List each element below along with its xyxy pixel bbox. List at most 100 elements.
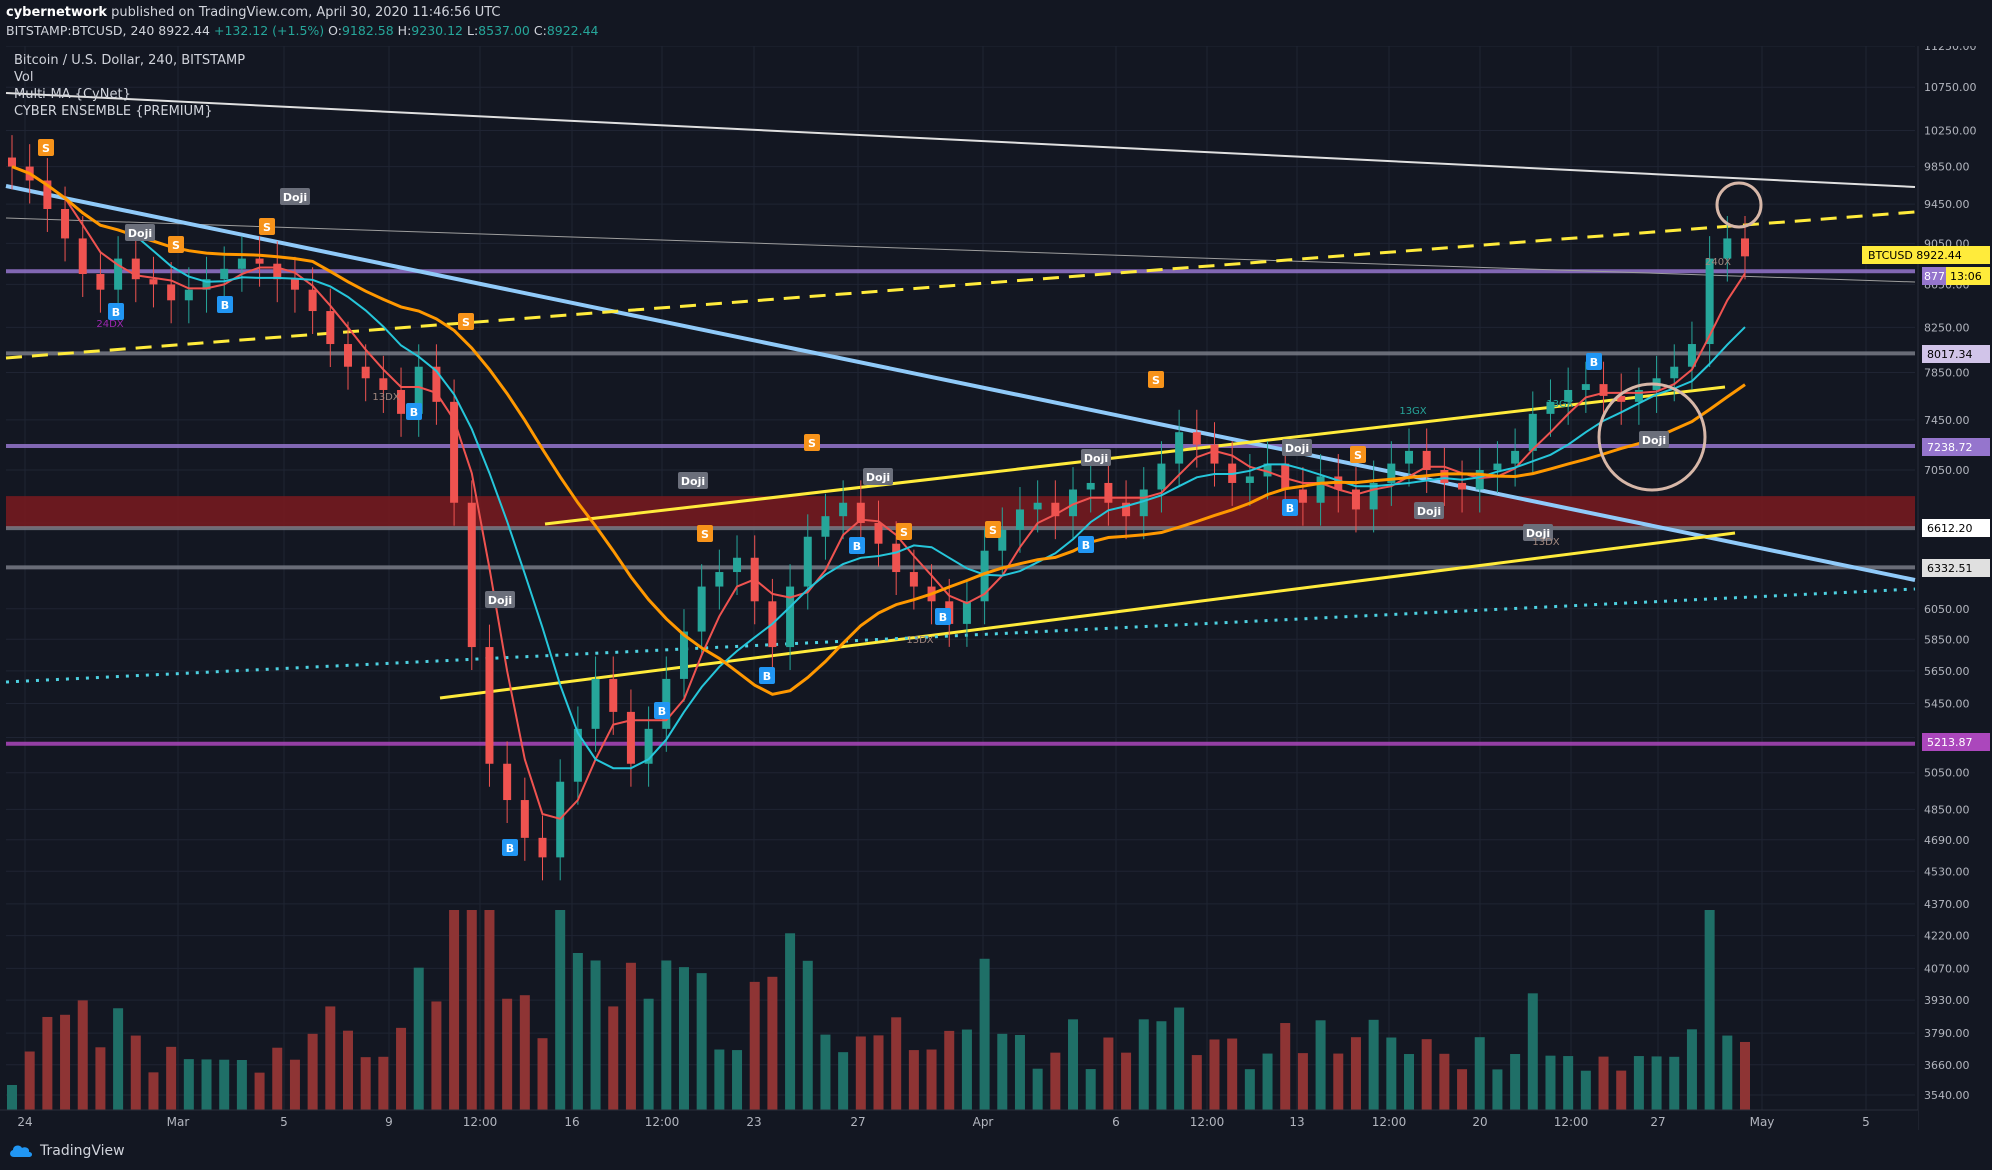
volume-bar [307,1033,318,1110]
publish-info: published on TradingView.com, April 30, … [111,5,501,20]
signal-text: S [701,528,709,541]
legend-series[interactable]: Bitcoin / U.S. Dollar, 240, BITSTAMP [14,53,246,68]
level-price-label: 6332.51 [1922,559,1990,577]
volume-bar [1580,1070,1591,1110]
level-price-box [1922,345,1990,363]
volume-bar [1280,1023,1291,1110]
signal-text: Doji [1642,434,1666,447]
legend-multi-ma[interactable]: Multi-MA {CyNet} [14,87,131,102]
time-tick-label: 12:00 [1554,1115,1589,1129]
legend-vol[interactable]: Vol [14,70,34,85]
volume-bar [1121,1052,1132,1110]
annotation-text: 13DX [906,635,933,646]
volume-bar [183,1059,194,1110]
upper-channel-line [544,385,1726,526]
buy-signal: B [759,667,775,684]
current-price-label: BTCUSD 8922.44 [1862,246,1990,264]
candle-body [1210,444,1219,464]
volume-bar [1068,1019,1079,1110]
candle-body [149,279,158,285]
signal-text: Doji [681,475,705,488]
candle-body [1405,450,1414,464]
signal-box [1414,502,1444,519]
sell-signal: S [985,521,1001,538]
current-price-text: BTCUSD 8922.44 [1868,249,1962,262]
doji-signal: Doji [863,468,893,485]
candle-body [1564,389,1573,402]
countdown-box [1946,267,1990,285]
price-tick-label: 5850.00 [1924,633,1970,646]
candle-body [1617,395,1626,402]
volume-bar [855,1036,866,1110]
candle-body [1440,469,1449,483]
volume-bar [1368,1019,1379,1110]
doji-signal: Doji [1414,502,1444,519]
volume-bar [661,960,672,1110]
volume-bar [360,1057,371,1110]
candle-body [1033,502,1042,510]
signal-text: Doji [1417,505,1441,518]
brand-name: TradingView [40,1143,125,1159]
secondary-resistance-line [5,217,1916,283]
volume-bar [219,1059,230,1110]
tradingview-logo[interactable]: TradingView [8,1143,125,1159]
signal-box [125,224,155,241]
candle-body [450,401,459,503]
volume-bar [1598,1056,1609,1110]
volume-bar [1545,1055,1556,1110]
time-axis-background [0,1110,1918,1132]
volume-bar [113,1008,124,1110]
signal-box [1639,431,1669,448]
signal-box [1282,439,1312,456]
signal-box [1081,449,1111,466]
candle-body [8,157,16,167]
signal-box [1350,446,1366,463]
time-tick-label: 6 [1112,1115,1120,1129]
signal-box [259,218,275,235]
annotation-text: 13GX [1546,399,1573,410]
signal-text: B [658,705,666,718]
candle-body [538,837,547,858]
legend-ensemble[interactable]: CYBER ENSEMBLE {PREMIUM} [14,104,213,119]
volume-bar [1722,1035,1733,1110]
volume-bar [1085,1069,1096,1110]
volume-bar [1686,1029,1697,1110]
price-tick-label: 3660.00 [1924,1059,1970,1072]
price-tick-label: 3790.00 [1924,1027,1970,1040]
signal-box [804,434,820,451]
buy-signal: B [406,403,422,420]
doji-signal: Doji [1282,439,1312,456]
volume-bar [961,1029,972,1110]
candle-body [786,586,795,648]
candle-body [202,279,211,290]
candle-body [1316,476,1325,503]
candle-body [1245,476,1254,483]
dashed-channel-line [5,210,1916,360]
signal-box [896,523,912,540]
high-label: H: [397,23,412,38]
volume-bar [1616,1070,1627,1110]
volume-bar [95,1047,106,1110]
low-value: 8537.00 [478,23,530,38]
volume-bar [254,1072,265,1110]
signal-text: S [900,526,908,539]
resistance-zone [6,496,1915,529]
candle-body [715,572,724,587]
signal-text: B [506,842,514,855]
volume-bar [342,1030,353,1110]
volume-bar [838,1052,849,1110]
price-tick-label: 4850.00 [1924,803,1970,816]
volume-bar [767,976,778,1110]
candle-body [1581,384,1590,390]
author-name[interactable]: cybernetwork [6,5,107,20]
signal-text: Doji [128,227,152,240]
ma-slow-line [11,165,1746,696]
volume-bar [502,998,513,1110]
buy-signal: B [108,303,124,320]
buy-signal: B [1078,536,1094,553]
volume-bar [484,910,495,1110]
signal-box [108,303,124,320]
doji-signal: Doji [678,472,708,489]
candle-body [697,586,706,632]
